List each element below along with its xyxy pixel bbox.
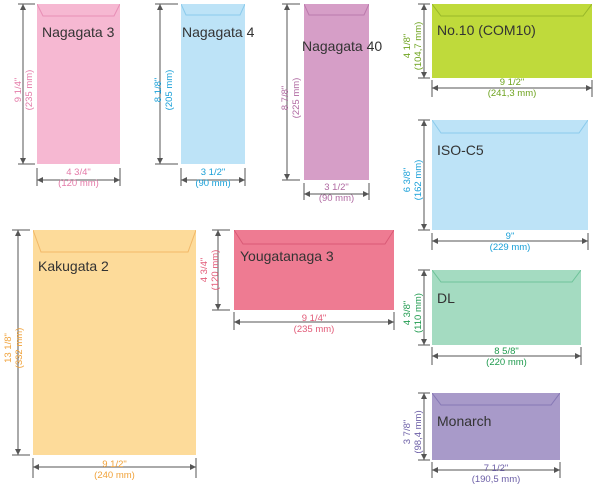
height-label: 8 1/8" (205 mm) <box>153 50 175 130</box>
height-mm: (104,7 mm) <box>413 21 424 71</box>
height-mm: (162 mm) <box>413 159 424 201</box>
envelope-name: ISO-C5 <box>437 142 484 158</box>
envelope-name: Nagagata 3 <box>42 24 115 40</box>
envelope-nagagata-3 <box>37 4 120 164</box>
width-inches: 9 1/4" <box>301 313 327 324</box>
width-label: 3 1/2" (90 mm) <box>181 167 245 189</box>
height-label: 4 3/8" (110 mm) <box>402 273 424 353</box>
height-mm: (235 mm) <box>24 69 35 111</box>
envelope-flap <box>181 4 245 16</box>
height-inches: 8 1/8" <box>153 77 164 103</box>
width-label: 8 5/8" (220 mm) <box>432 346 581 368</box>
width-inches: 8 5/8" <box>494 346 519 357</box>
envelope-nagagata-4 <box>181 4 245 164</box>
width-inches: 3 1/2" <box>324 182 349 193</box>
envelope-flap <box>234 230 394 245</box>
width-mm: (120 mm) <box>58 178 99 189</box>
width-label: 9 1/4" (235 mm) <box>234 313 394 335</box>
height-inches: 6 3/8" <box>402 167 413 193</box>
height-label: 6 3/8" (162 mm) <box>402 140 424 220</box>
height-mm: (98,4 mm) <box>413 410 424 454</box>
envelope-name: Yougatanaga 3 <box>240 248 334 264</box>
envelope-kakugata-2 <box>33 230 196 455</box>
height-label: 3 7/8" (98,4 mm) <box>402 392 424 472</box>
height-label: 13 1/8" (332 mm) <box>3 308 25 388</box>
width-label: 9" (229 mm) <box>432 231 588 253</box>
height-inches: 13 1/8" <box>3 333 14 363</box>
height-label: 9 1/4" (235 mm) <box>13 50 35 130</box>
width-inches: 4 3/4" <box>66 167 91 178</box>
envelope-monarch <box>432 393 560 460</box>
width-inches: 3 1/2" <box>200 167 226 178</box>
width-mm: (220 mm) <box>486 357 527 368</box>
envelope-flap <box>33 230 196 253</box>
height-mm: (332 mm) <box>14 327 25 369</box>
width-inches: 7 1/2" <box>483 463 509 474</box>
height-inches: 9 1/4" <box>13 77 24 103</box>
width-inches: 9 1/2" <box>102 459 127 470</box>
width-inches: 9 1/2" <box>499 77 525 88</box>
width-label: 9 1/2" (240 mm) <box>33 459 196 481</box>
envelope-flap <box>432 120 588 134</box>
envelope-name: DL <box>437 290 455 306</box>
width-inches: 9" <box>505 231 515 242</box>
width-label: 9 1/2" (241,3 mm) <box>432 77 592 99</box>
envelope-iso-c5 <box>432 120 588 230</box>
width-label: 4 3/4" (120 mm) <box>37 167 120 189</box>
envelope-flap <box>432 393 560 406</box>
height-label: 4 3/4" (120 mm) <box>199 230 221 310</box>
width-label: 3 1/2" (90 mm) <box>304 182 369 204</box>
envelope-flap <box>304 4 369 16</box>
height-mm: (205 mm) <box>164 69 175 111</box>
envelope-flap <box>432 270 581 283</box>
envelope-name: Monarch <box>437 413 492 429</box>
height-label: 4 1/8" (104,7 mm) <box>402 6 424 86</box>
envelope-name: Kakugata 2 <box>38 258 109 274</box>
envelope-no10 <box>432 4 592 78</box>
height-mm: (120 mm) <box>210 249 221 291</box>
envelope-name: Nagagata 40 <box>302 38 383 54</box>
height-inches: 3 7/8" <box>402 419 413 445</box>
width-mm: (90 mm) <box>195 178 231 189</box>
height-inches: 4 3/8" <box>402 300 413 326</box>
width-mm: (240 mm) <box>94 470 135 481</box>
envelope-dl <box>432 270 581 345</box>
envelope-nagagata-40 <box>304 4 369 180</box>
envelope-name: No.10 (COM10) <box>437 22 536 38</box>
height-inches: 8 7/8" <box>280 85 291 111</box>
width-mm: (241,3 mm) <box>487 88 537 99</box>
width-mm: (229 mm) <box>489 242 531 253</box>
width-label: 7 1/2" (190,5 mm) <box>432 463 560 485</box>
height-mm: (225 mm) <box>291 77 302 119</box>
envelope-flap <box>37 4 120 17</box>
width-mm: (90 mm) <box>318 193 355 204</box>
height-inches: 4 3/4" <box>199 257 210 283</box>
envelope-flap <box>432 4 592 17</box>
envelope-yougatanaga-3 <box>234 230 394 310</box>
width-mm: (235 mm) <box>293 324 335 335</box>
height-label: 8 7/8" (225 mm) <box>280 58 302 138</box>
envelope-name: Nagagata 4 <box>182 24 255 40</box>
width-mm: (190,5 mm) <box>471 474 521 485</box>
height-mm: (110 mm) <box>413 293 424 333</box>
height-inches: 4 1/8" <box>402 33 413 59</box>
